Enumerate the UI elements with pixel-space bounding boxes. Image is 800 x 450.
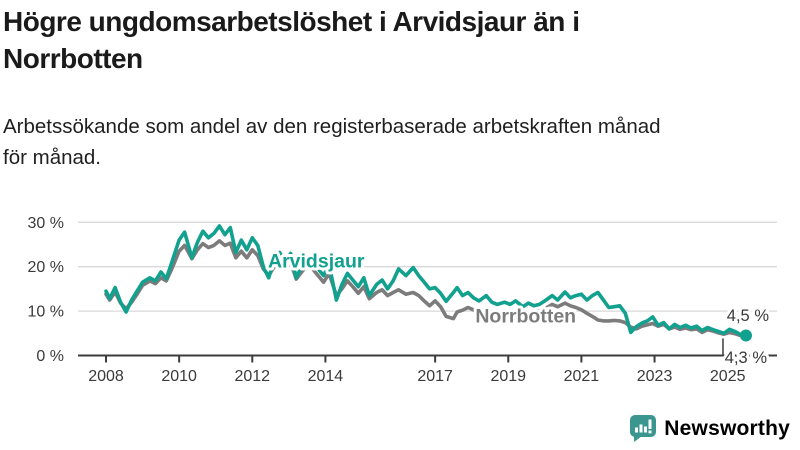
y-tick-label: 30 % <box>28 215 64 232</box>
series-label-arvidsjaur: Arvidsjaur <box>268 251 365 273</box>
x-tick-label: 2008 <box>88 368 124 385</box>
x-tick-label: 2010 <box>161 368 197 385</box>
x-tick-label: 2017 <box>417 368 453 385</box>
y-tick-label: 20 % <box>28 259 64 276</box>
x-tick-label: 2021 <box>564 368 600 385</box>
x-tick-label: 2025 <box>710 368 746 385</box>
latest-value-dot <box>739 329 752 342</box>
series-label-norrbotten: Norrbotten <box>475 306 576 328</box>
end-label-norrbotten: 4,3 % <box>725 349 768 367</box>
series-labels: Norrbotten Arvidsjaur <box>265 248 579 331</box>
x-tick-label: 2019 <box>490 368 526 385</box>
newsworthy-logo-icon <box>630 415 657 442</box>
x-tick-label: 2014 <box>308 368 344 385</box>
end-label-arvidsjaur: 4,5 % <box>727 307 770 325</box>
line-arvidsjaur <box>104 224 748 338</box>
x-axis <box>78 354 777 363</box>
newsworthy-wordmark: Newsworthy <box>664 416 790 440</box>
end-value-annotations: 4,5 % 4,3 % <box>722 304 773 370</box>
gridlines <box>78 221 777 312</box>
y-axis-labels: 0 % 10 % 20 % 30 % <box>28 215 64 365</box>
x-axis-labels: 2008 2010 2012 2014 2017 2019 2021 2023 2025 <box>88 368 745 385</box>
branding: Newsworthy <box>629 414 790 443</box>
x-tick-label: 2012 <box>234 368 270 385</box>
line-norrbotten <box>104 239 748 339</box>
x-tick-label: 2023 <box>637 368 673 385</box>
y-tick-label: 0 % <box>36 348 64 365</box>
page-title: Högre ungdomsarbetslöshet i Arvidsjaur ä… <box>3 6 580 74</box>
y-tick-label: 10 % <box>28 304 64 321</box>
data-series <box>104 224 748 339</box>
chart-subtitle: Arbetssökande som andel av den registerb… <box>3 115 661 169</box>
